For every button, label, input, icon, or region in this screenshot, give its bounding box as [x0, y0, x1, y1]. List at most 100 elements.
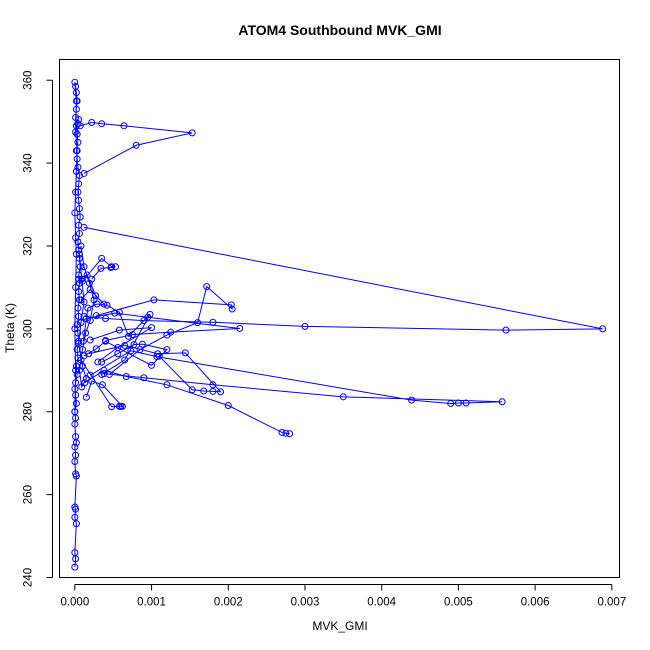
data-point	[75, 339, 83, 347]
data-point	[80, 223, 88, 231]
data-point	[227, 301, 235, 309]
data-point	[73, 321, 81, 329]
data-point	[163, 381, 171, 389]
data-point	[339, 393, 347, 401]
data-point	[77, 242, 85, 250]
data-point	[120, 122, 128, 130]
data-point	[286, 430, 294, 438]
data-point	[115, 326, 123, 334]
data-point	[72, 167, 80, 175]
data-point	[72, 188, 80, 196]
y-tick-label: 260	[23, 485, 35, 504]
data-point	[102, 337, 110, 345]
chart-title: ATOM4 Southbound MVK_GMI	[238, 22, 441, 38]
data-point	[217, 388, 225, 396]
data-point	[203, 283, 211, 291]
y-axis-label: Theta (K)	[3, 303, 17, 353]
data-point	[86, 285, 94, 293]
data-point	[97, 264, 105, 272]
data-point	[121, 356, 129, 364]
data-point	[73, 130, 81, 138]
data-point	[79, 337, 87, 345]
data-point	[79, 346, 87, 354]
data-point	[84, 304, 92, 312]
x-tick-label: 0.007	[597, 597, 626, 609]
data-point	[282, 429, 290, 437]
data-point	[82, 393, 90, 401]
series-line	[96, 285, 233, 375]
data-point	[74, 138, 82, 146]
data-point	[75, 250, 83, 258]
series-line	[83, 340, 168, 366]
data-point	[72, 128, 80, 136]
data-point	[228, 305, 236, 313]
data-point	[98, 120, 106, 128]
y-tick-label: 340	[23, 154, 35, 173]
data-point	[71, 443, 79, 451]
data-point	[148, 324, 156, 332]
data-point	[73, 155, 81, 163]
data-point	[88, 377, 96, 385]
data-point	[114, 350, 122, 358]
data-point	[81, 379, 89, 387]
data-point	[188, 129, 196, 137]
data-point	[72, 451, 80, 459]
data-point	[236, 324, 244, 332]
data-point	[408, 396, 416, 404]
data-point	[72, 366, 80, 374]
data-point	[71, 209, 79, 217]
data-point	[153, 353, 161, 361]
data-point	[167, 328, 175, 336]
y-tick-label: 240	[23, 568, 35, 587]
data-point	[74, 304, 82, 312]
data-point	[71, 78, 79, 86]
data-point	[118, 402, 126, 410]
y-tick-label: 300	[23, 319, 35, 338]
plot-frame	[59, 59, 620, 578]
data-point	[98, 358, 106, 366]
series-line	[88, 344, 222, 393]
data-point	[98, 254, 106, 262]
data-point	[71, 549, 79, 557]
data-point	[498, 398, 506, 406]
data-point	[200, 387, 208, 395]
data-point	[112, 263, 119, 271]
series-line	[83, 226, 603, 331]
x-tick-label: 0.005	[444, 597, 473, 609]
series-line	[89, 350, 503, 404]
x-tick-label: 0.002	[214, 597, 243, 609]
data-point	[102, 315, 110, 322]
data-point	[72, 433, 80, 441]
data-point	[82, 329, 90, 337]
data-point	[108, 403, 116, 411]
x-tick-label: 0.006	[521, 597, 550, 609]
data-point	[150, 296, 158, 304]
data-point	[79, 277, 87, 285]
data-point	[103, 301, 111, 309]
y-tick-label: 320	[23, 236, 35, 255]
data-point	[278, 428, 286, 436]
data-point	[301, 322, 309, 330]
data-point	[71, 503, 79, 511]
data-point	[73, 147, 81, 155]
data-point	[74, 188, 82, 196]
series-line	[82, 257, 116, 282]
data-point	[108, 263, 116, 271]
data-point	[94, 358, 102, 366]
data-point	[72, 379, 80, 387]
data-point	[92, 292, 100, 300]
data-point	[83, 271, 91, 279]
data-point	[88, 118, 96, 126]
data-point	[127, 347, 135, 355]
x-tick-label: 0.001	[137, 597, 166, 609]
data-point	[115, 308, 123, 316]
data-point	[209, 381, 217, 389]
data-point	[76, 122, 84, 130]
data-point	[148, 361, 156, 369]
data-point	[76, 213, 84, 221]
series-line	[78, 274, 105, 305]
data-point	[77, 356, 85, 364]
data-point	[462, 399, 470, 407]
data-point	[188, 386, 196, 394]
